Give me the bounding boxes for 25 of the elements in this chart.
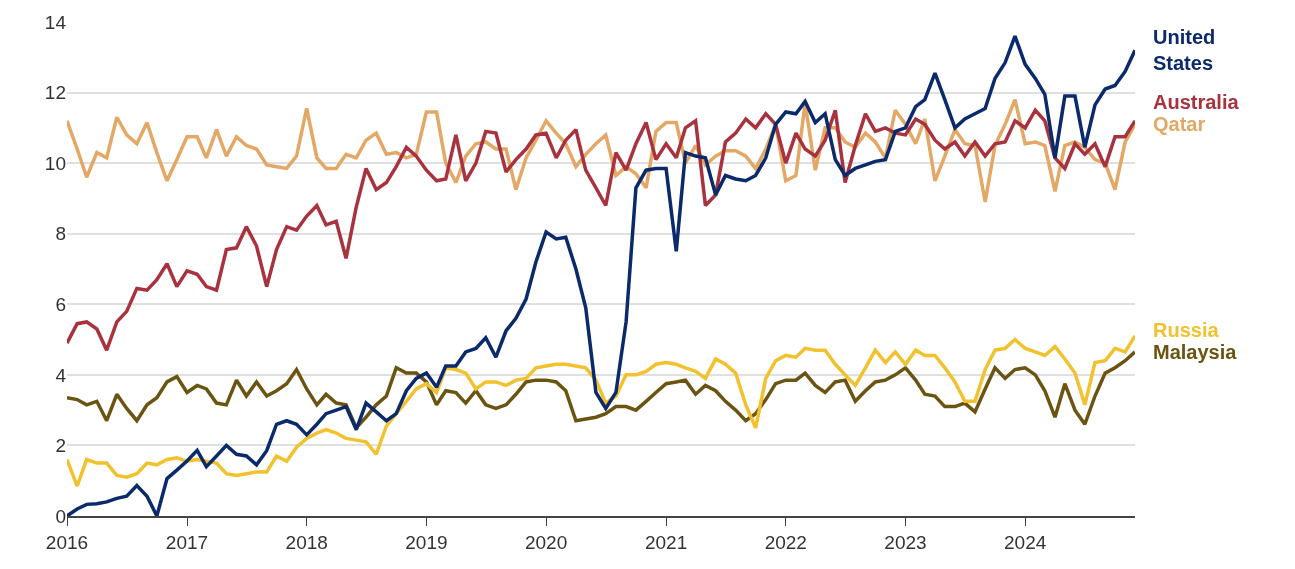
y-tick-label: 0 xyxy=(55,505,66,527)
x-tick-label: 2017 xyxy=(165,531,209,553)
y-tick-label: 12 xyxy=(44,82,66,104)
series-label: Australia xyxy=(1153,91,1240,113)
y-tick-label: 4 xyxy=(55,364,67,386)
x-tick-label: 2021 xyxy=(644,531,688,553)
x-tick-label: 2019 xyxy=(405,531,448,553)
x-tick-label: 2022 xyxy=(764,531,807,553)
y-tick-label: 6 xyxy=(55,293,66,315)
x-tick-label: 2020 xyxy=(524,531,568,553)
x-tick-label: 2016 xyxy=(45,531,89,553)
y-tick-label: 14 xyxy=(44,11,67,33)
x-tick-label: 2018 xyxy=(285,531,328,553)
y-tick-label: 2 xyxy=(55,435,66,457)
line-series xyxy=(67,108,1135,352)
y-tick-label: 10 xyxy=(44,152,66,174)
x-tick-label: 2024 xyxy=(1004,531,1047,553)
series-label: Qatar xyxy=(1153,113,1206,135)
series-label: Malaysia xyxy=(1153,341,1238,363)
line-series xyxy=(67,334,1135,488)
line-series xyxy=(67,350,1135,430)
x-tick-label: 2023 xyxy=(884,531,927,553)
series-label: United States xyxy=(1153,26,1216,74)
y-tick-label: 8 xyxy=(55,223,66,245)
series-label: Russia xyxy=(1153,319,1220,341)
